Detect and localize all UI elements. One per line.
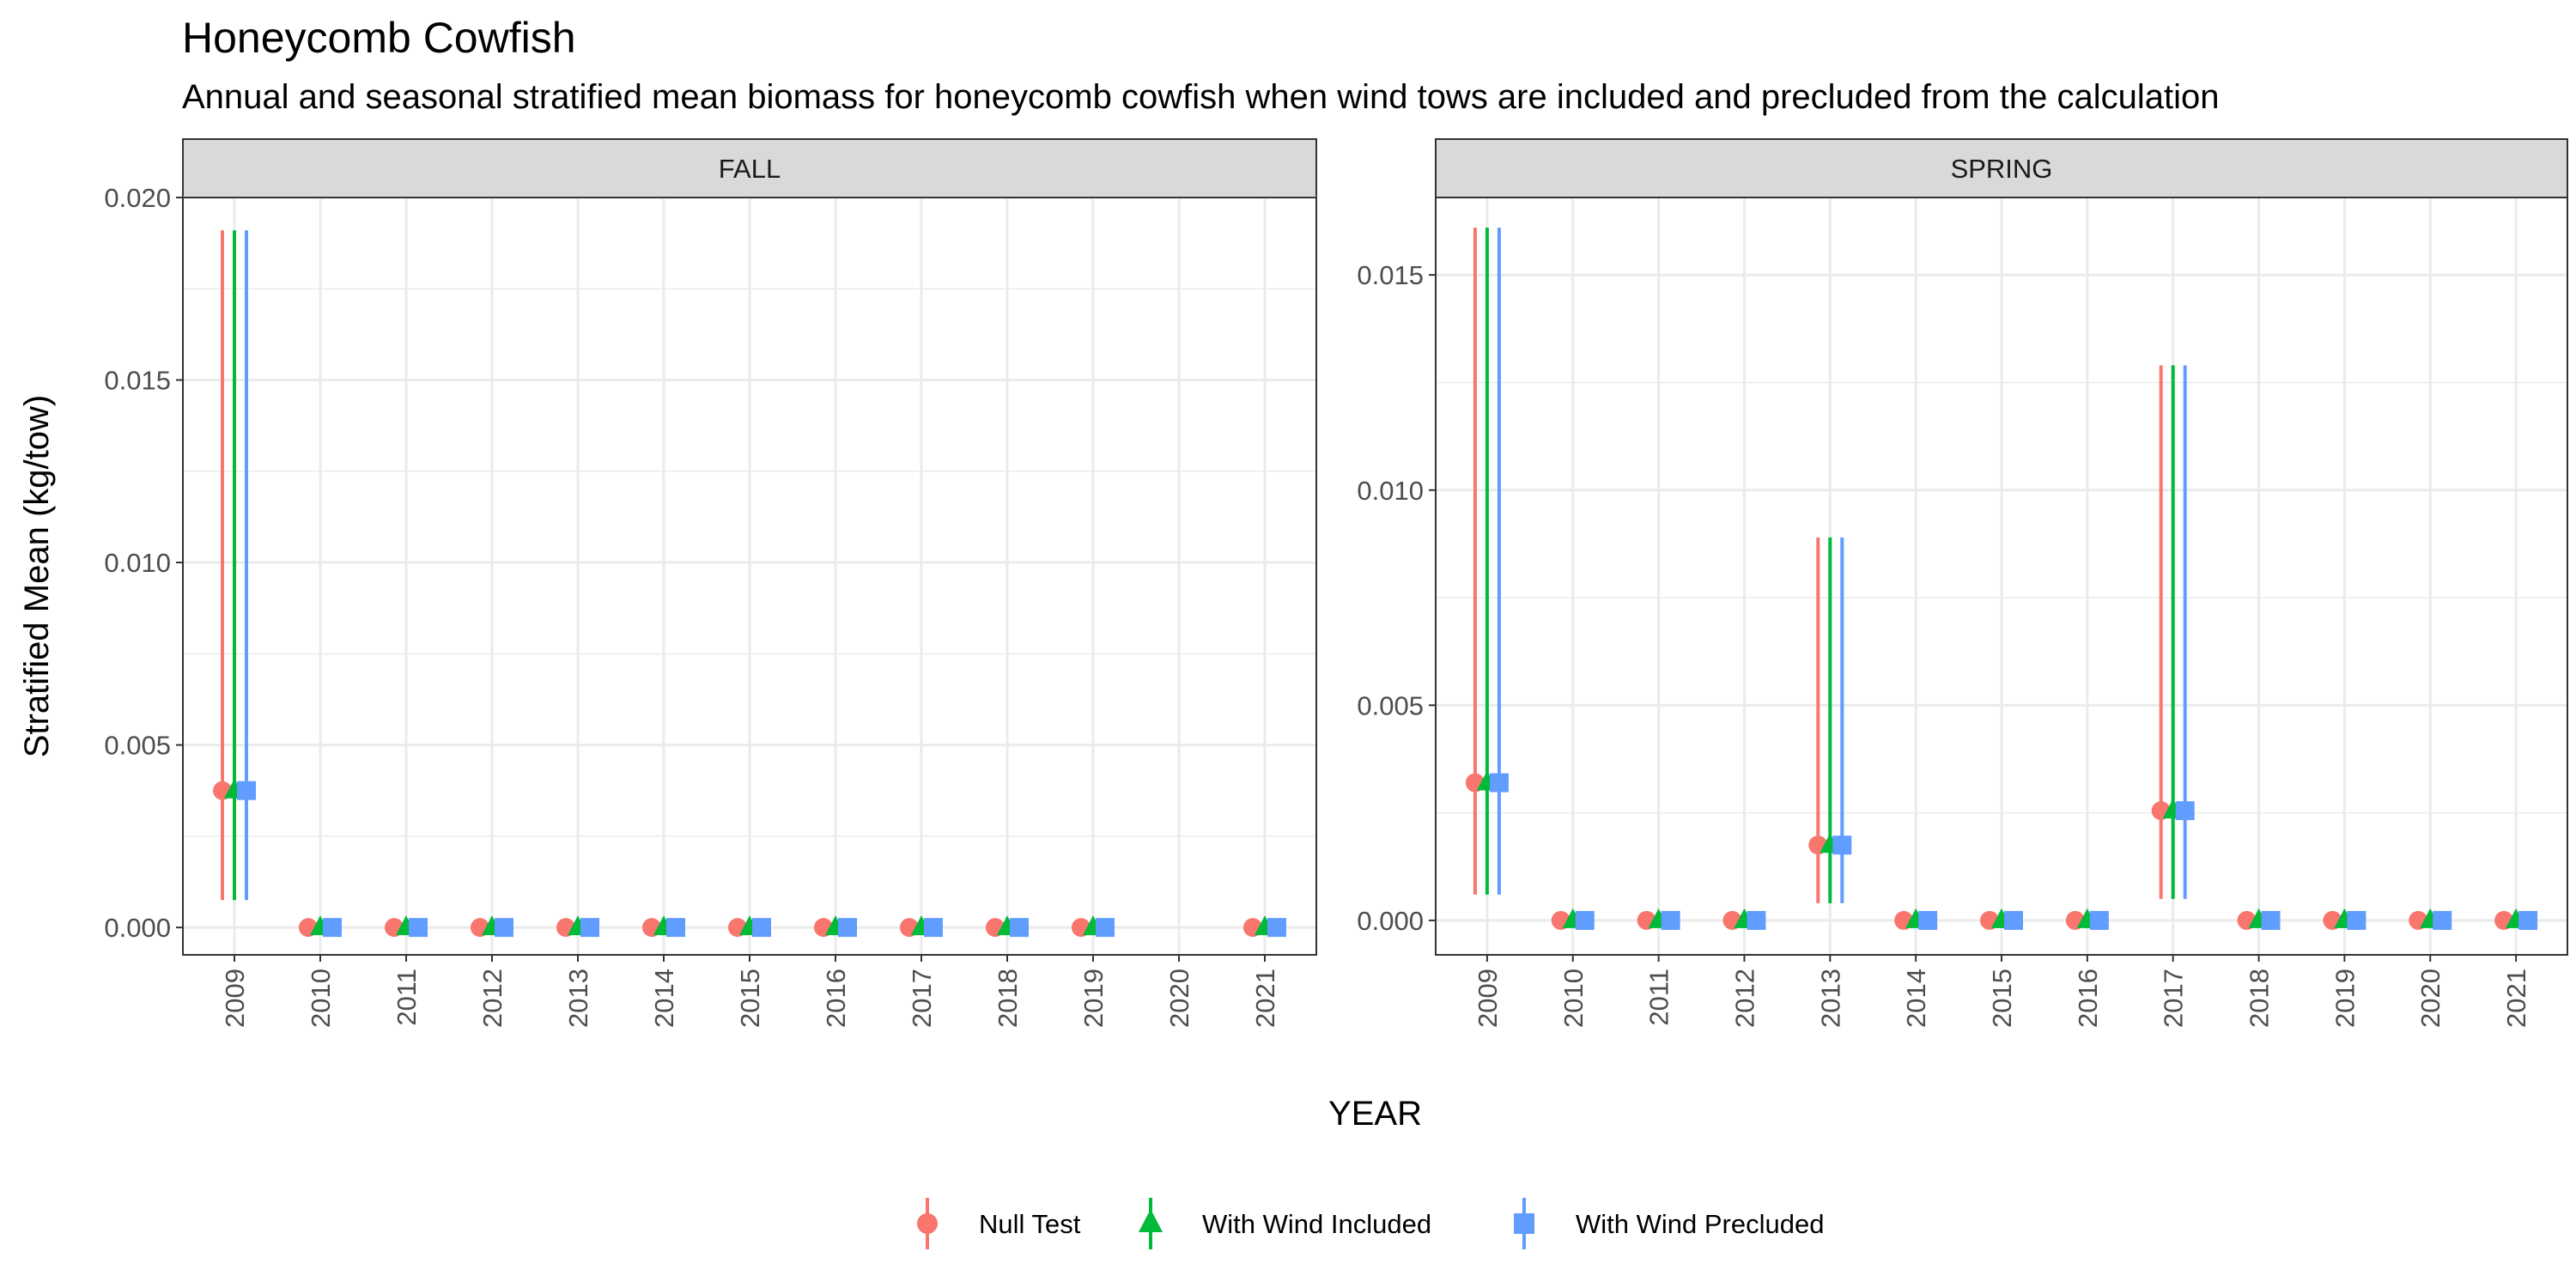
facet-strip	[1435, 138, 2568, 198]
legend-label: With Wind Precluded	[1576, 1209, 1824, 1239]
x-tick-label: 2021	[2501, 969, 2531, 1028]
data-point-with-wind-precluded	[1832, 835, 1852, 855]
data-point-with-wind-precluded	[1661, 910, 1680, 930]
data-point-with-wind-precluded	[323, 918, 342, 938]
data-point-with-wind-precluded	[237, 781, 256, 800]
data-point-with-wind-precluded	[1918, 910, 1938, 930]
x-tick-label: 2017	[2159, 969, 2189, 1028]
y-tick-label: 0.005	[1357, 690, 1424, 720]
x-tick-label: 2015	[1987, 969, 2017, 1028]
x-tick-label: 2010	[1558, 969, 1589, 1028]
x-tick-label: 2016	[821, 969, 851, 1028]
y-axis-title: Stratified Mean (kg/tow)	[18, 395, 56, 757]
data-point-with-wind-precluded	[666, 918, 685, 938]
legend-key-square	[1514, 1213, 1534, 1234]
panel-border	[182, 197, 1317, 956]
y-tick-label: 0.005	[104, 731, 171, 761]
data-point-with-wind-precluded	[2089, 910, 2109, 930]
x-tick-label: 2019	[2330, 969, 2360, 1028]
y-tick-label: 0.010	[1357, 476, 1424, 506]
data-point-with-wind-precluded	[1010, 918, 1029, 938]
data-point-with-wind-precluded	[2518, 910, 2538, 930]
y-tick-label: 0.000	[1357, 906, 1424, 936]
data-point-with-wind-precluded	[2261, 910, 2281, 930]
chart-title: Honeycomb Cowfish	[182, 14, 576, 62]
panel-spring: SPRING 0.000 0.005 0.010 0.015 2009 2010 2011 20…	[1357, 138, 2568, 1028]
legend-label: Null Test	[979, 1209, 1081, 1239]
chart-subtitle: Annual and seasonal stratified mean biom…	[182, 78, 2220, 116]
data-point-with-wind-precluded	[1575, 910, 1595, 930]
panel-fall: FALL 0.000 0.005 0.010 0.015 0.020 2009 2010 201…	[104, 138, 1317, 1028]
legend-label: With Wind Included	[1202, 1209, 1431, 1239]
x-tick-label: 2021	[1250, 969, 1280, 1028]
data-point-with-wind-precluded	[924, 918, 943, 938]
x-tick-label: 2011	[1644, 969, 1674, 1026]
legend-key-circle	[917, 1213, 938, 1234]
x-tick-label: 2020	[1164, 969, 1194, 1028]
data-point-with-wind-precluded	[495, 918, 513, 938]
x-tick-label: 2020	[2415, 969, 2445, 1028]
y-tick-label: 0.020	[104, 183, 171, 213]
x-axis-title: YEAR	[1328, 1095, 1422, 1133]
data-point-with-wind-precluded	[752, 918, 771, 938]
y-tick-label: 0.010	[104, 548, 171, 578]
x-tick-label: 2014	[649, 969, 679, 1028]
data-point-with-wind-precluded	[580, 918, 599, 938]
x-tick-label: 2009	[1473, 969, 1503, 1028]
y-tick-label: 0.015	[104, 366, 171, 396]
data-point-with-wind-precluded	[1489, 773, 1509, 793]
panel-border	[1435, 197, 2568, 956]
x-tick-label: 2012	[1729, 969, 1759, 1028]
legend-key-triangle	[1139, 1209, 1163, 1232]
x-tick-label: 2012	[477, 969, 507, 1028]
data-point-with-wind-precluded	[409, 918, 428, 938]
data-point-with-wind-precluded	[2347, 910, 2366, 930]
facet-label: FALL	[719, 154, 781, 184]
x-tick-label: 2011	[392, 969, 422, 1026]
facet-label: SPRING	[1951, 154, 2053, 184]
x-tick-label: 2013	[563, 969, 593, 1028]
x-tick-label: 2017	[907, 969, 937, 1028]
x-tick-label: 2016	[2073, 969, 2103, 1028]
data-point-with-wind-precluded	[838, 918, 857, 938]
data-point-with-wind-precluded	[1747, 910, 1766, 930]
x-tick-label: 2013	[1815, 969, 1845, 1028]
x-tick-label: 2018	[993, 969, 1023, 1028]
y-tick-label: 0.000	[104, 913, 171, 943]
x-tick-label: 2015	[735, 969, 765, 1028]
x-tick-label: 2014	[1901, 969, 1931, 1028]
data-point-with-wind-precluded	[2175, 801, 2195, 821]
x-tick-label: 2019	[1078, 969, 1109, 1028]
data-point-with-wind-precluded	[2433, 910, 2452, 930]
legend-item-with-wind-precluded: With Wind Precluded	[1514, 1198, 1824, 1249]
data-point-with-wind-precluded	[1267, 918, 1286, 938]
x-tick-label: 2009	[220, 969, 250, 1028]
legend-item-null-test: Null Test	[917, 1198, 1081, 1249]
legend: Null Test With Wind Included With Wind Pre…	[917, 1198, 1824, 1249]
x-tick-label: 2018	[2245, 969, 2275, 1028]
y-tick-label: 0.015	[1357, 260, 1424, 290]
x-tick-label: 2010	[306, 969, 336, 1028]
data-point-with-wind-precluded	[1096, 918, 1115, 938]
legend-item-with-wind-included: With Wind Included	[1139, 1198, 1431, 1249]
data-point-with-wind-precluded	[2004, 910, 2023, 930]
